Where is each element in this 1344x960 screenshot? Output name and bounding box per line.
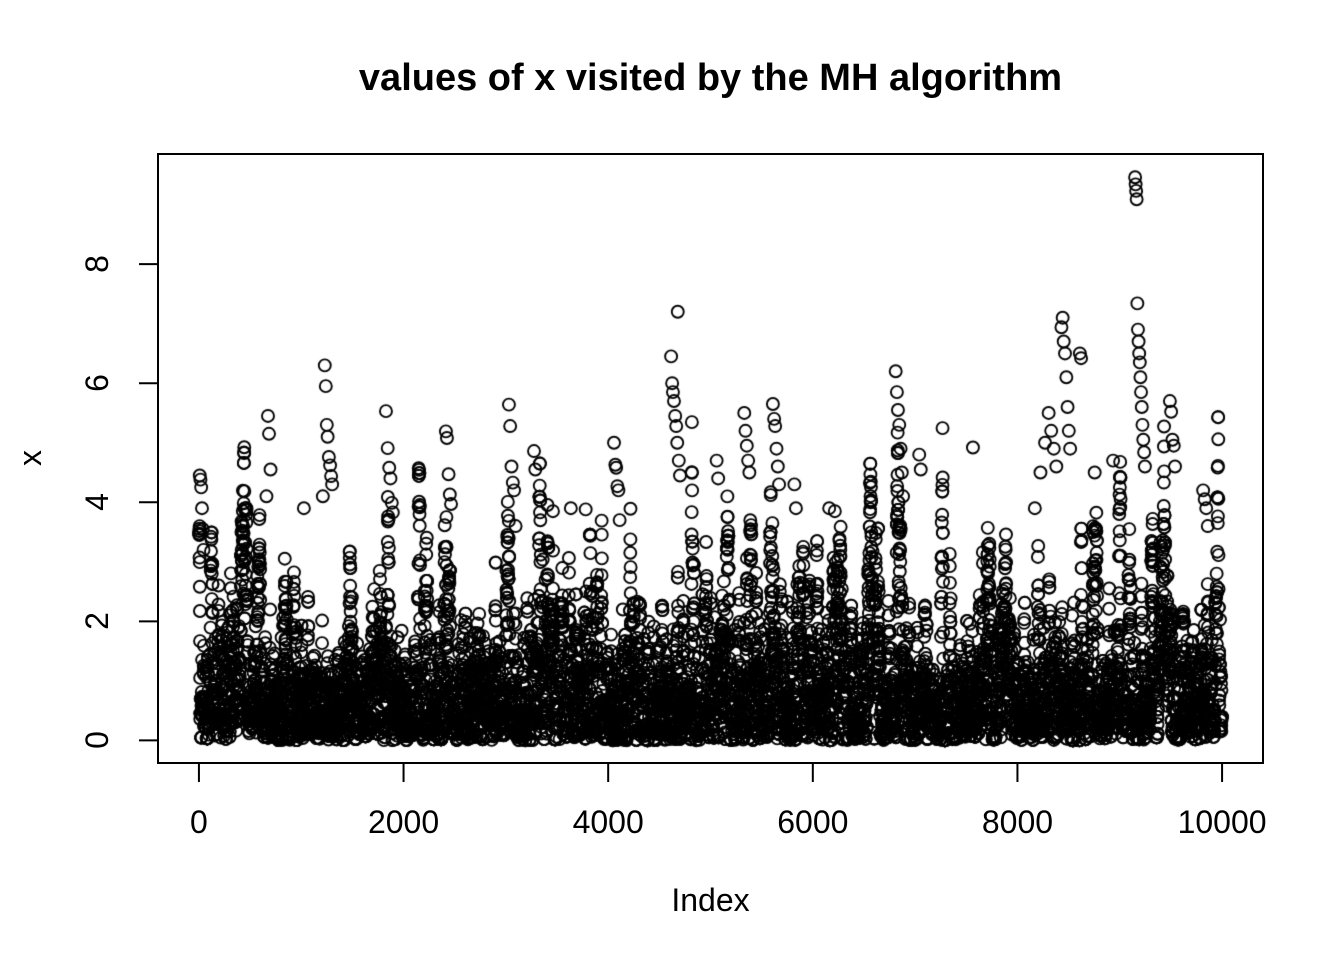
x-tick-label: 0 bbox=[190, 804, 208, 840]
y-tick-label: 8 bbox=[79, 255, 115, 274]
x-tick-label: 6000 bbox=[777, 804, 849, 840]
y-tick-label: 2 bbox=[79, 612, 115, 631]
y-tick-label: 4 bbox=[79, 493, 115, 512]
x-axis-label: Index bbox=[671, 882, 750, 918]
chart-title: values of x visited by the MH algorithm bbox=[358, 57, 1063, 99]
x-tick-label: 10000 bbox=[1177, 804, 1267, 840]
y-tick-label: 6 bbox=[79, 374, 115, 393]
x-tick-label: 4000 bbox=[572, 804, 644, 840]
y-axis-label: x bbox=[12, 450, 48, 466]
x-tick-label: 8000 bbox=[981, 804, 1054, 840]
plot-box bbox=[157, 153, 1264, 764]
y-tick-label: 0 bbox=[79, 731, 115, 750]
x-tick-label: 2000 bbox=[367, 804, 440, 840]
